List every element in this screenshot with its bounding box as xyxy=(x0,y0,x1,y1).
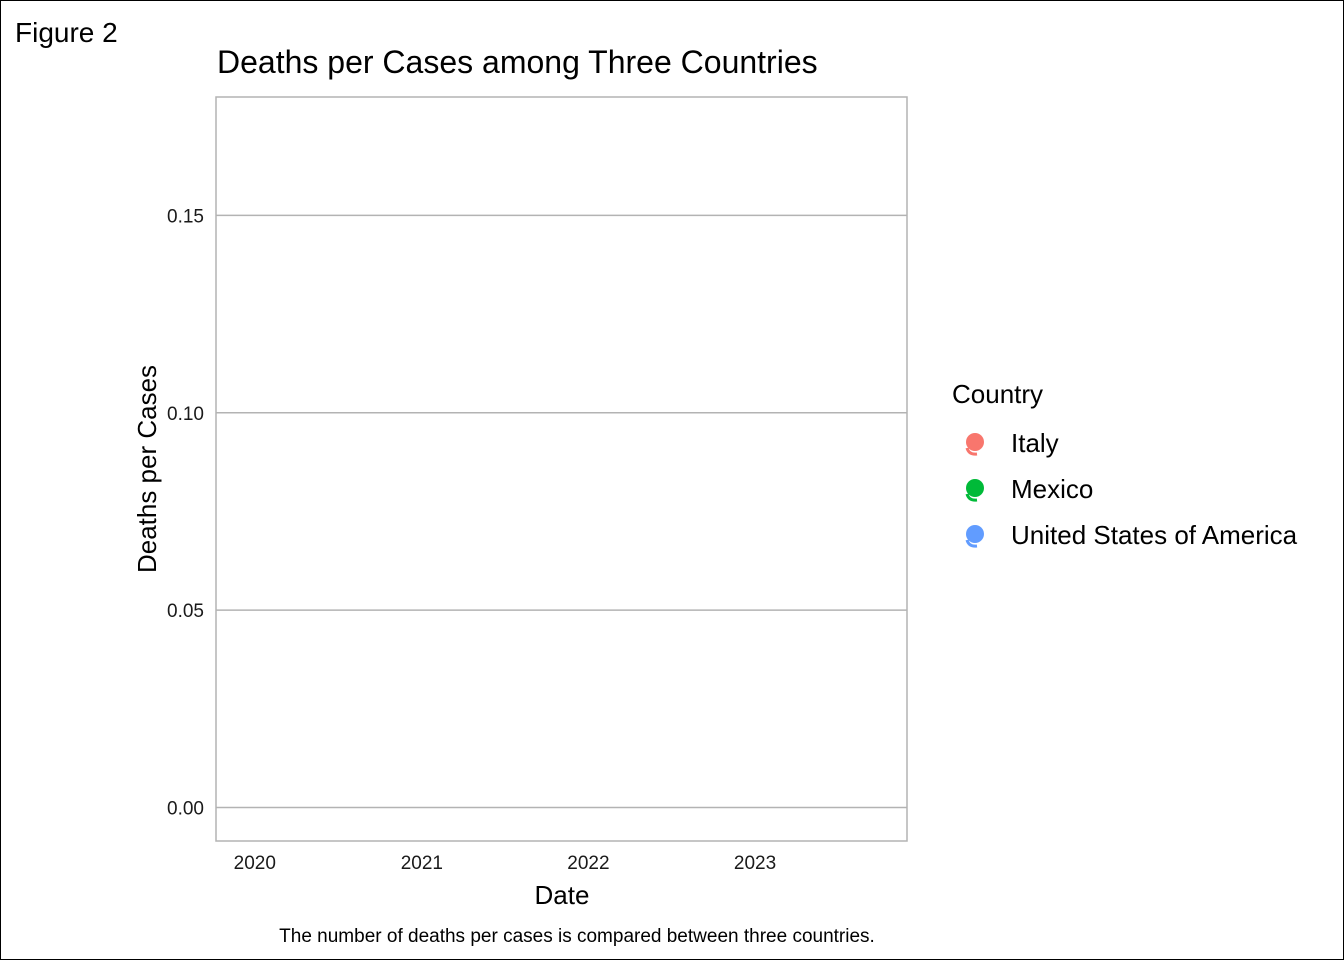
y-tick-label: 0.05 xyxy=(167,601,204,622)
y-axis-title: Deaths per Cases xyxy=(132,365,162,573)
x-tick-label: 2021 xyxy=(401,853,443,874)
x-tick-label: 2022 xyxy=(567,853,609,874)
chart-caption: The number of deaths per cases is compar… xyxy=(279,926,875,947)
legend-key-line xyxy=(965,493,978,502)
y-tick-label: 0.00 xyxy=(167,798,204,819)
legend-key xyxy=(966,479,984,497)
x-axis-ticks: 2020 2021 2022 2023 xyxy=(234,853,777,874)
y-axis-ticks: 0.00 0.05 0.10 0.15 xyxy=(167,206,204,819)
legend-label: Italy xyxy=(1011,428,1059,458)
legend: Country Italy Mexico United States of Amer… xyxy=(952,379,1298,550)
legend-label: Mexico xyxy=(1011,474,1093,504)
legend-title: Country xyxy=(952,379,1043,409)
legend-key-line xyxy=(965,447,978,456)
legend-key-line xyxy=(965,539,978,548)
x-tick-label: 2023 xyxy=(734,853,776,874)
figure-label: Figure 2 xyxy=(15,17,118,48)
x-axis-title: Date xyxy=(535,880,590,910)
y-tick-label: 0.15 xyxy=(167,206,204,227)
legend-item: Mexico xyxy=(965,474,1093,504)
legend-item: Italy xyxy=(965,428,1059,458)
chart-title: Deaths per Cases among Three Countries xyxy=(217,44,818,80)
grid-lines xyxy=(216,214,907,809)
plot-panel xyxy=(215,96,908,842)
legend-label: United States of America xyxy=(1011,520,1298,550)
x-tick-label: 2020 xyxy=(234,853,276,874)
legend-key xyxy=(966,525,984,543)
legend-key xyxy=(966,433,984,451)
legend-item: United States of America xyxy=(965,520,1298,550)
y-tick-label: 0.10 xyxy=(167,404,204,425)
legend-items: Italy Mexico United States of America xyxy=(965,428,1298,550)
